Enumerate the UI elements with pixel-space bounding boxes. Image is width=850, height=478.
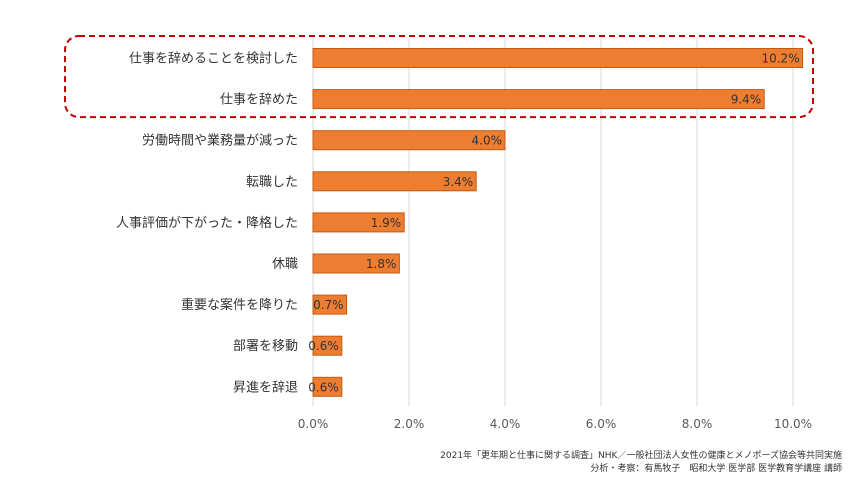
category-label: 仕事を辞めることを検討した <box>129 51 298 67</box>
bar <box>312 130 506 151</box>
x-tick-labels: 0.0% 2.0% 4.0% 6.0% 8.0% 10.0% <box>298 417 812 431</box>
data-label: 9.4% <box>731 93 762 107</box>
bar <box>312 171 477 192</box>
category-label: 重要な案件を降りた <box>181 297 298 313</box>
bar <box>312 48 804 68</box>
category-label: 転職した <box>246 175 298 190</box>
x-tick-label: 0.0% <box>298 417 329 431</box>
category-label: 労働時間や業務量が減った <box>142 133 298 149</box>
bar <box>312 212 405 233</box>
bars <box>312 48 804 397</box>
bar <box>312 376 343 397</box>
data-labels: 10.2% 9.4% 4.0% 3.4% 1.9% 1.8% 0.7% 0.6% 0.6% <box>308 52 799 395</box>
data-label: 0.6% <box>308 380 339 394</box>
x-tick-label: 2.0% <box>394 417 425 431</box>
category-label: 人事評価が下がった・降格した <box>116 215 298 231</box>
category-label: 休職 <box>272 257 298 272</box>
bar <box>312 335 343 356</box>
x-tick-label: 6.0% <box>586 417 617 431</box>
category-label: 仕事を辞めた <box>220 93 298 108</box>
data-label: 4.0% <box>472 134 503 148</box>
data-label: 1.8% <box>366 257 397 271</box>
category-label: 部署を移動 <box>233 339 298 354</box>
bar <box>312 89 765 110</box>
category-label: 昇進を辞退 <box>233 380 298 395</box>
x-tick-label: 4.0% <box>490 417 521 431</box>
bar <box>312 294 348 315</box>
data-label: 1.9% <box>371 216 402 230</box>
category-labels: 仕事を辞めることを検討した仕事を辞めた労働時間や業務量が減った転職した人事評価が… <box>116 51 298 396</box>
x-tick-label: 8.0% <box>682 417 713 431</box>
data-label: 0.7% <box>313 298 344 312</box>
source-note-line-1: 2021年「更年期と仕事に関する調査」NHK／一般社団法人女性の健康とメノポーズ… <box>440 451 842 461</box>
highlight-box <box>64 35 814 119</box>
data-label: 10.2% <box>761 52 799 66</box>
source-note-line-2: 分析・考察：有馬牧子 昭和大学 医学部 医学教育学講座 講師 <box>590 464 842 474</box>
data-label: 3.4% <box>443 175 474 189</box>
data-label: 0.6% <box>308 339 339 353</box>
x-tick-label: 10.0% <box>774 417 812 431</box>
bar <box>312 253 400 274</box>
